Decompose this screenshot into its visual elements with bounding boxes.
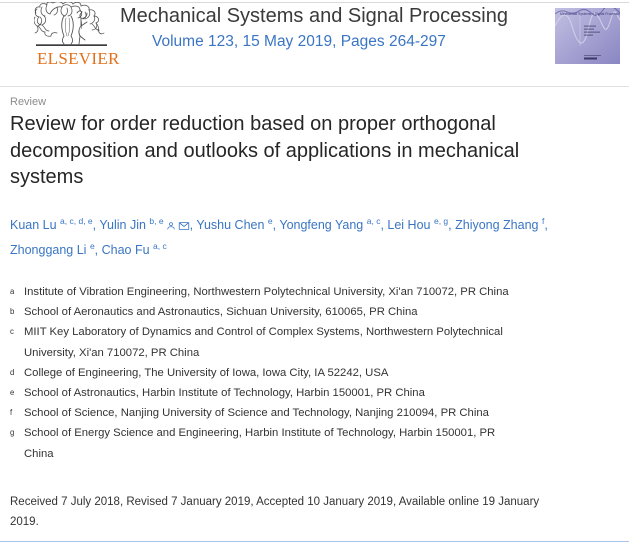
svg-text:Mechanical Systems a Signal Pr: Mechanical Systems a Signal Processing: [560, 12, 620, 16]
